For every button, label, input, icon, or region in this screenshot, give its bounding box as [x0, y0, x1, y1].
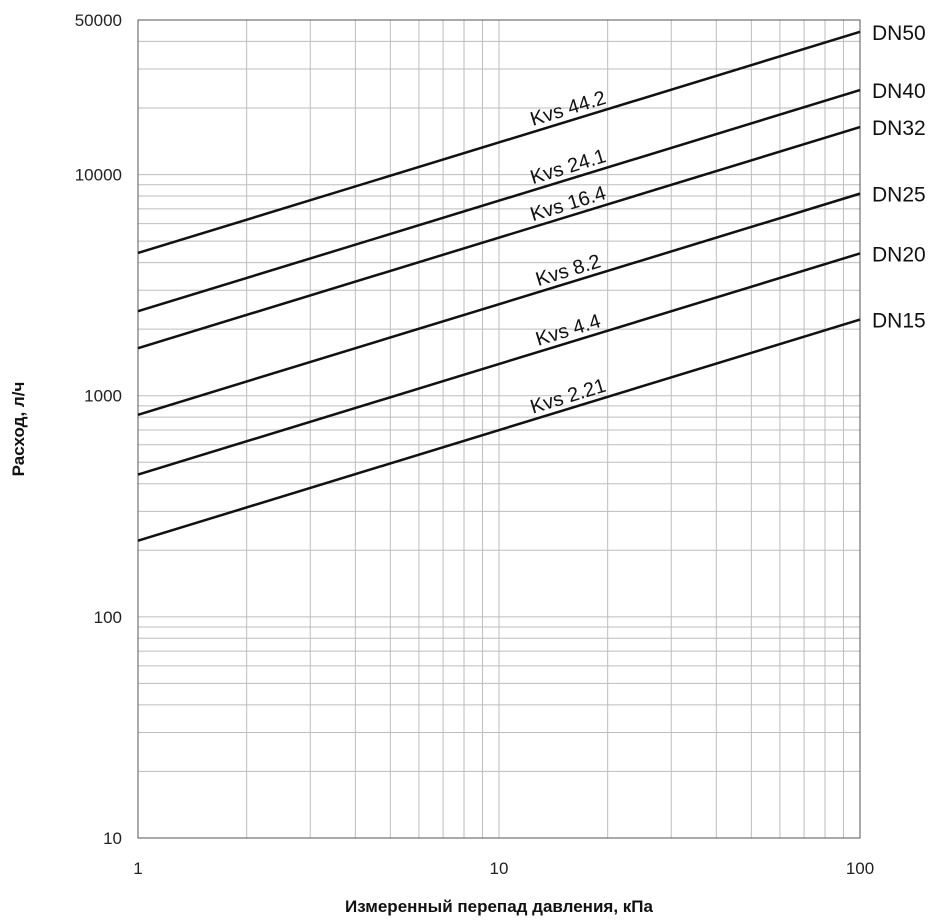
y-tick-label: 100 [94, 608, 122, 627]
kvs-annotation: Kvs 4.4 [533, 310, 603, 351]
series-label-dn15: DN15 [872, 310, 926, 333]
series-line-dn15 [137, 318, 861, 542]
x-tick-label: 100 [846, 859, 874, 878]
series-line-dn25 [137, 192, 861, 416]
plot-frame [137, 19, 861, 839]
x-tick-label: 1 [133, 859, 142, 878]
series-label-dn25: DN25 [872, 184, 926, 207]
series-label-dn40: DN40 [872, 80, 926, 103]
kvs-annotation: Kvs 24.1 [528, 145, 609, 189]
series-line-dn50 [137, 30, 861, 255]
kvs-annotation: Kvs 2.21 [528, 375, 609, 419]
tick-labels: 1 10 100 10 100 1000 10000 50000 [75, 11, 874, 878]
x-axis-title: Измеренный перепад давления, кПа [345, 897, 653, 916]
series-lines [137, 30, 861, 542]
y-tick-label: 10 [103, 829, 122, 848]
kvs-annotation: Kvs 44.2 [528, 87, 609, 131]
series-line-dn32 [137, 125, 861, 350]
y-tick-label: 50000 [75, 11, 122, 30]
kvs-annotation: Kvs 8.2 [533, 250, 603, 291]
grid [138, 20, 860, 838]
y-tick-label: 1000 [84, 387, 122, 406]
x-tick-label: 10 [490, 859, 509, 878]
series-label-dn50: DN50 [872, 22, 926, 45]
series-label-dn32: DN32 [872, 117, 926, 140]
y-tick-label: 10000 [75, 166, 122, 185]
series-line-dn20 [137, 252, 861, 476]
series-line-dn40 [137, 88, 861, 313]
y-axis-title: Расход, л/ч [9, 382, 28, 477]
series-label-dn20: DN20 [872, 243, 926, 266]
